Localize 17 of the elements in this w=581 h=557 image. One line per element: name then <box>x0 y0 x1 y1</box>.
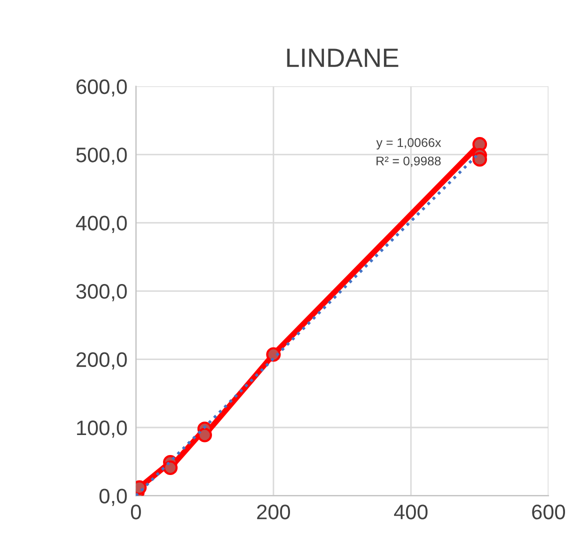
y-tick-label: 0,0 <box>99 488 127 506</box>
x-tick-label: 400 <box>394 504 428 520</box>
y-tick-label: 300,0 <box>76 284 127 302</box>
point <box>163 460 178 476</box>
chart-title: LINDANE <box>287 48 398 67</box>
point <box>197 428 212 442</box>
x-tick-label: 0 <box>130 504 141 520</box>
point <box>472 152 488 167</box>
annotation: R² = 0,9988 <box>376 156 441 167</box>
x-tick-label: 600 <box>532 504 566 520</box>
annotation: y = 1,0066x <box>376 138 442 150</box>
y-tick-label: 100,0 <box>77 420 127 438</box>
y-tick-label: 200,0 <box>76 352 127 370</box>
y-tick-label: 500,0 <box>76 148 127 165</box>
y-tick-label: 600,0 <box>76 79 127 97</box>
y-tick-label: 400,0 <box>76 216 127 234</box>
x-tick-label: 200 <box>257 504 290 520</box>
